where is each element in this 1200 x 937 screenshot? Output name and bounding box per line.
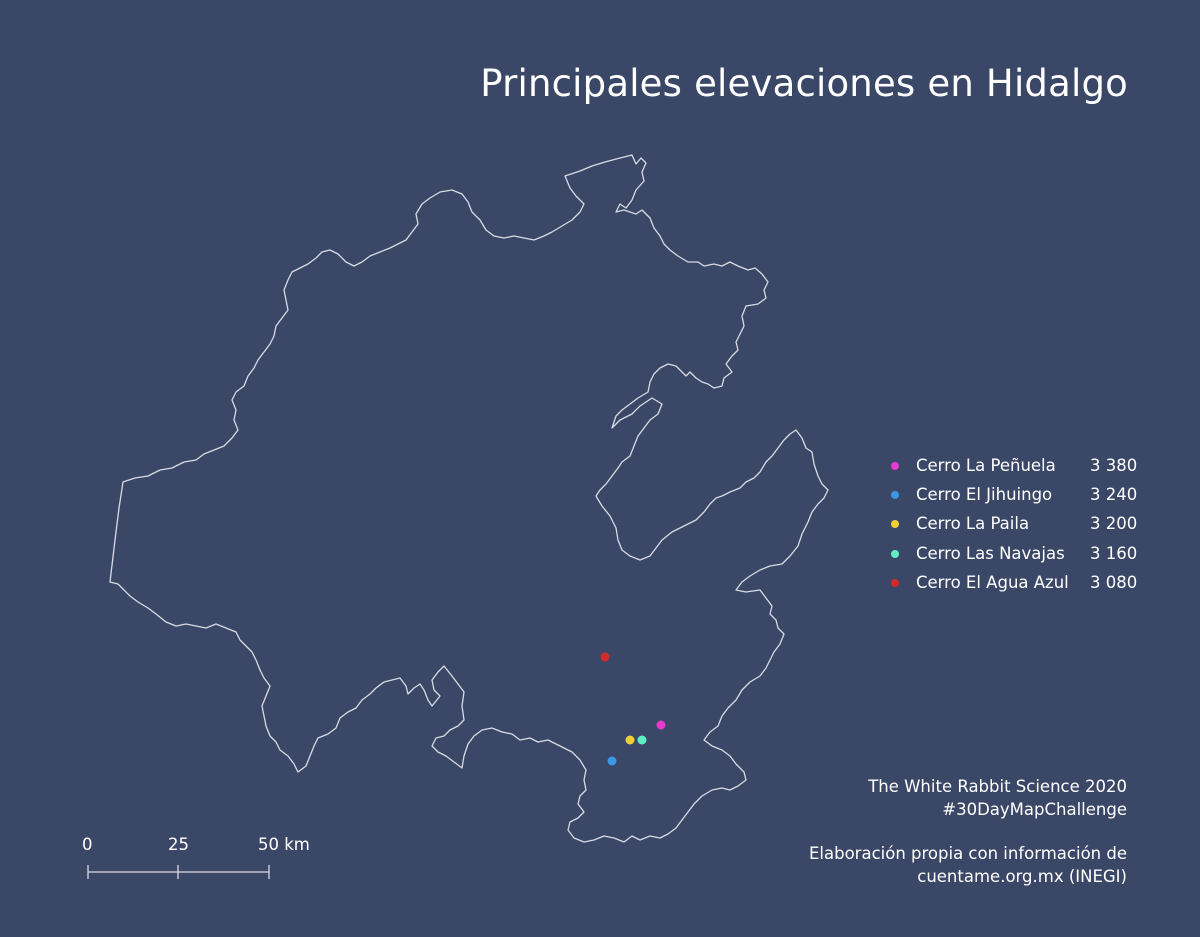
state-outline [109,154,829,843]
legend-dot [891,520,899,529]
peak-marker-la-paila [625,735,635,745]
legend-dot [891,549,899,558]
scale-label-50: 50 km [258,835,310,854]
peak-marker-las-navajas [637,735,647,745]
peak-marker-el-agua-azul [600,652,610,662]
legend-peak-elevation: 3 380 [1090,456,1138,475]
peak-marker-la-penuela [656,720,666,730]
credit-spacer [809,821,1127,843]
map-title: Principales elevaciones en Hidalgo [480,62,1128,105]
legend-dot [891,462,899,470]
legend-peak-name: Cerro La Peñuela [916,456,1056,475]
credit-author: The White Rabbit Science 2020 [868,777,1127,796]
legend-peak-elevation: 3 200 [1090,514,1138,534]
peak-marker-el-jihuingo [607,756,617,766]
scale-label-25: 25 [168,835,189,854]
credits: The White Rabbit Science 2020 #30DayMapC… [809,776,1127,888]
legend-peak-elevation: 3 240 [1090,485,1138,505]
legend-peak-name: Cerro La Paila [916,514,1030,534]
legend-peak-name: Cerro El Agua Azul [916,572,1069,592]
legend-peak-elevation: 3 080 [1090,572,1138,592]
scale-label-0: 0 [82,835,93,854]
legend-dot [891,491,899,500]
credit-source-line1: Elaboración propia con información de [808,844,1127,863]
legend-peak-name: Cerro Las Navajas [916,543,1065,563]
credit-source-line2: cuentame.org.mx (INEGI) [917,866,1127,886]
legend-peak-elevation: 3 160 [1090,543,1138,563]
legend-dot [891,578,899,587]
legend-peak-name: Cerro El Jihuingo [916,485,1053,505]
credit-hashtag: #30DayMapChallenge [942,799,1127,819]
